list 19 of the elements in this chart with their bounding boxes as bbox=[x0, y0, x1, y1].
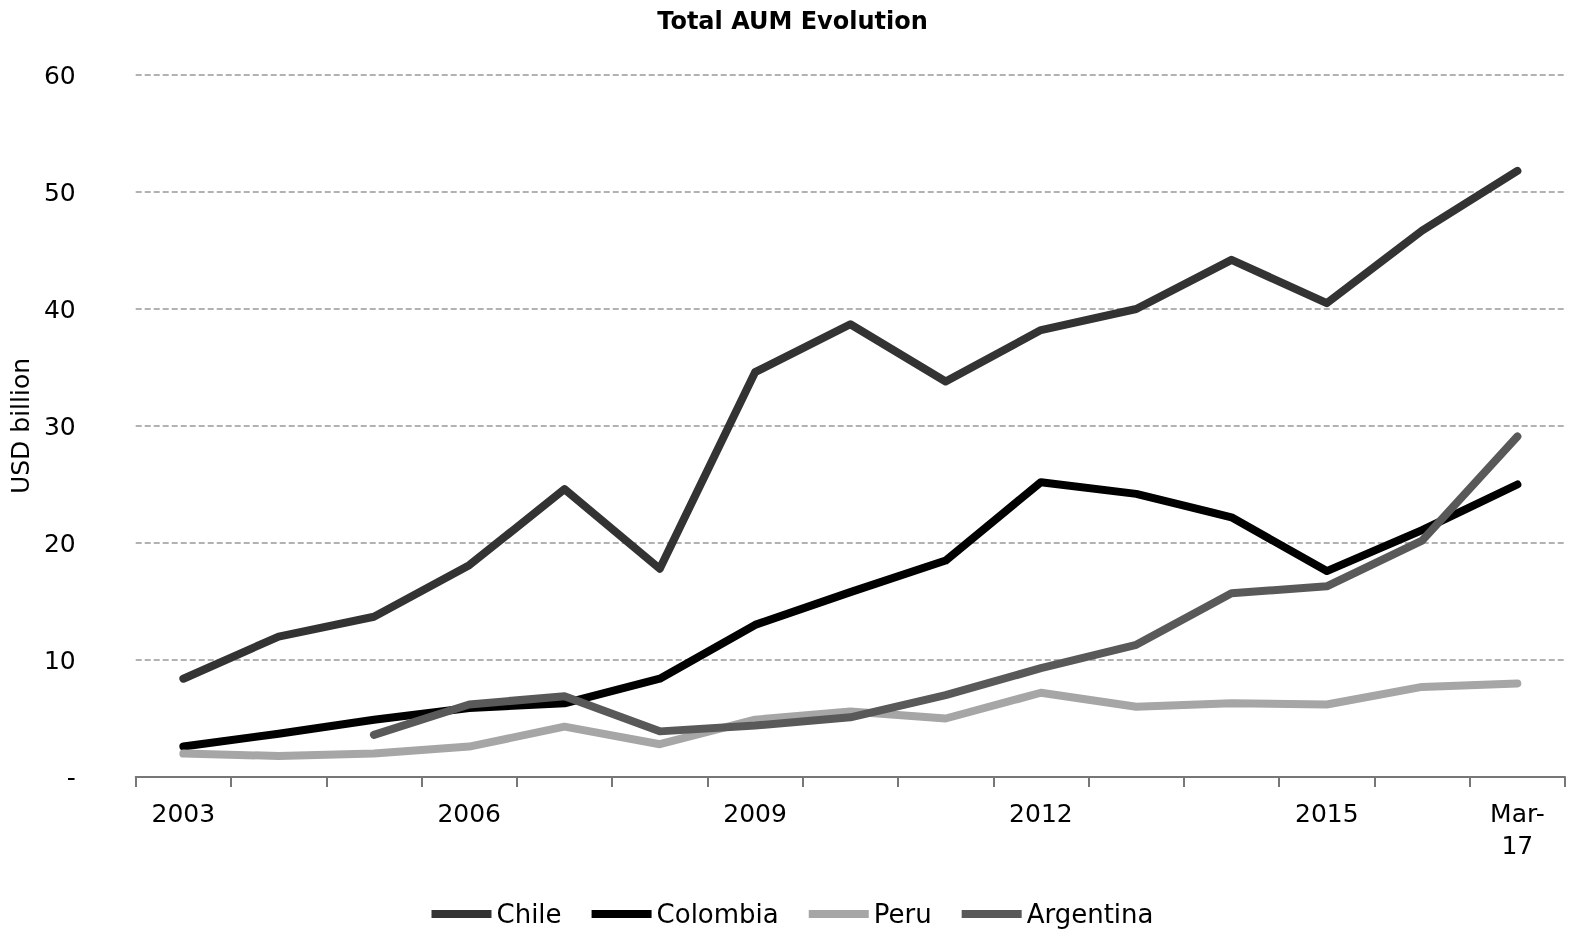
x-tick-label: 2003 bbox=[151, 798, 216, 828]
y-axis-title: USD billion bbox=[6, 357, 35, 495]
y-tick-label: 50 bbox=[43, 177, 76, 207]
legend-label: Argentina bbox=[1026, 899, 1154, 929]
y-tick-label: 20 bbox=[43, 528, 76, 558]
y-tick-label: 10 bbox=[43, 645, 76, 675]
legend-label: Chile bbox=[496, 899, 562, 929]
y-tick-label: - bbox=[66, 762, 76, 792]
x-tick-label: 2015 bbox=[1294, 798, 1359, 828]
x-tick-label: 2012 bbox=[1009, 798, 1073, 828]
y-tick-label: 40 bbox=[43, 294, 76, 324]
x-tick-label: 2006 bbox=[437, 798, 502, 828]
x-tick-label: Mar- 17 bbox=[1490, 798, 1545, 860]
chart-title: Total AUM Evolution bbox=[657, 7, 928, 35]
y-tick-label: 60 bbox=[43, 60, 76, 90]
x-tick-label: 2009 bbox=[723, 798, 787, 828]
legend-label: Colombia bbox=[656, 899, 779, 929]
legend-label: Peru bbox=[873, 899, 932, 929]
y-tick-label: 30 bbox=[43, 411, 76, 441]
